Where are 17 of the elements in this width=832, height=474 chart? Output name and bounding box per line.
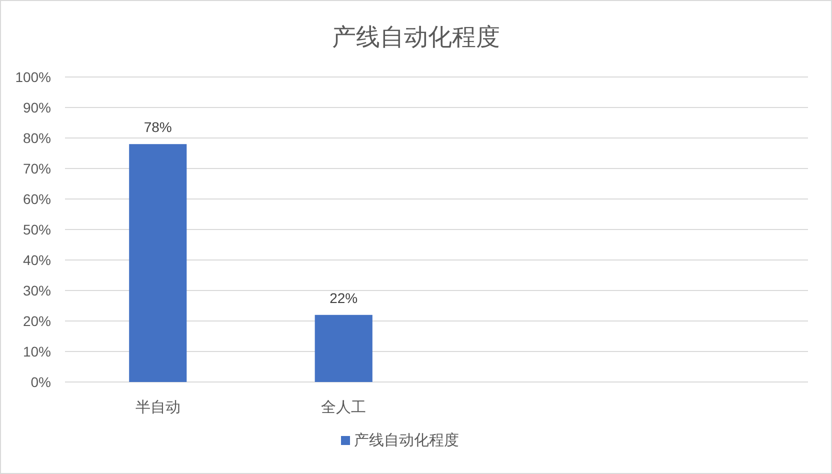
legend-label: 产线自动化程度: [354, 432, 459, 449]
y-tick-label: 80%: [22, 130, 51, 146]
y-tick-label: 40%: [22, 252, 51, 268]
y-tick-label: 50%: [22, 222, 51, 238]
y-tick-label: 70%: [22, 160, 51, 176]
y-tick-label: 100%: [15, 69, 51, 85]
y-tick-label: 30%: [22, 282, 51, 298]
y-tick-label: 90%: [22, 100, 51, 116]
x-tick-label: 全人工: [321, 399, 366, 416]
y-tick-label: 0%: [30, 374, 51, 390]
y-tick-label: 60%: [22, 191, 51, 207]
data-label: 22%: [330, 290, 358, 306]
data-label: 78%: [144, 119, 172, 136]
y-tick-label: 10%: [22, 344, 51, 360]
x-tick-label: 半自动: [135, 399, 180, 416]
chart-title: 产线自动化程度: [332, 24, 500, 51]
y-tick-label: 20%: [22, 313, 51, 329]
